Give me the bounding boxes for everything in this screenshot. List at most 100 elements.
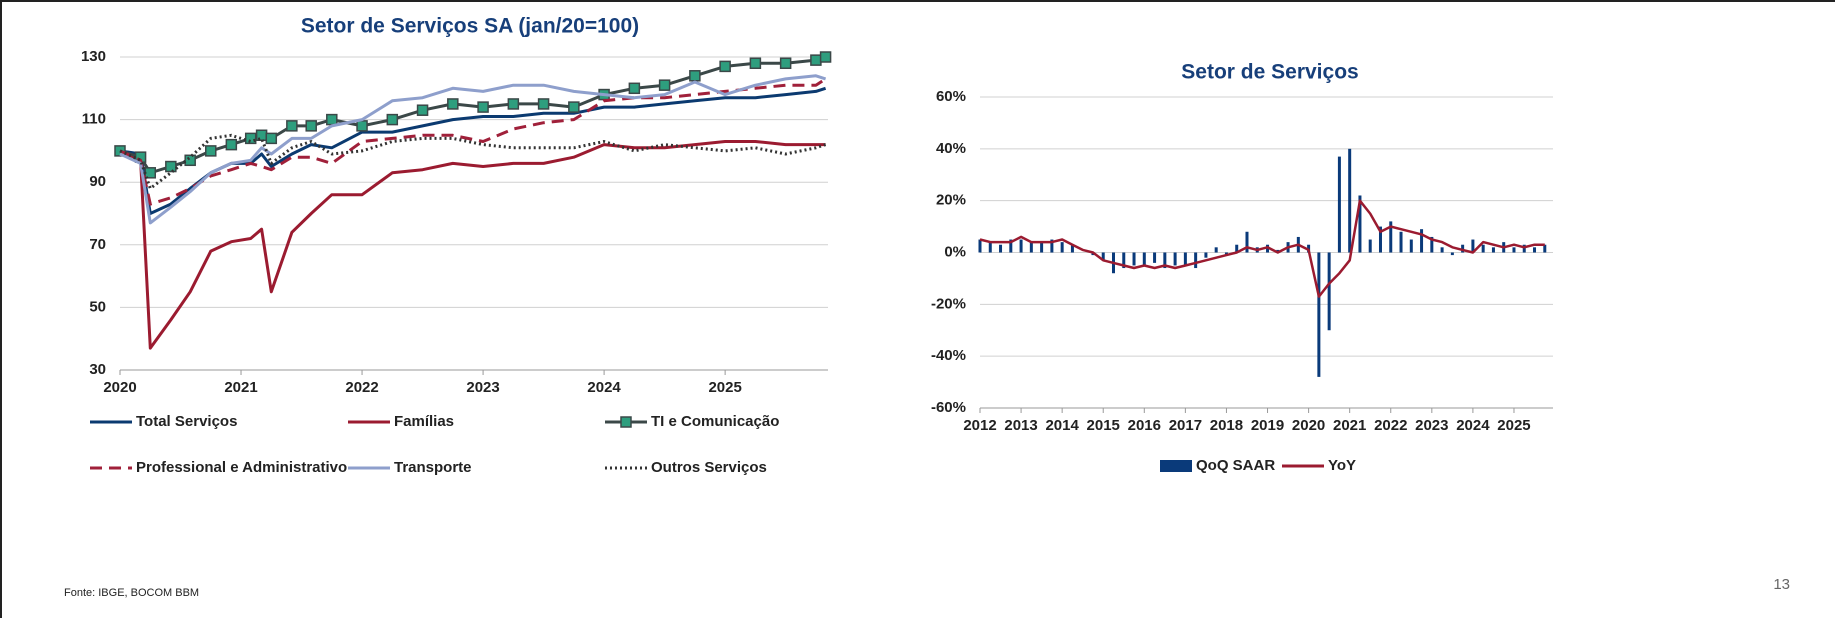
- bar: [1430, 236, 1434, 253]
- series-line: [119, 133, 827, 190]
- bar: [1450, 252, 1454, 256]
- x-tick-label: 2021: [224, 379, 257, 396]
- series-marker: [184, 154, 196, 167]
- x-tick-label: 2023: [1415, 417, 1448, 434]
- y-tick-label: 130: [81, 48, 106, 65]
- bar: [1471, 239, 1475, 253]
- series-marker: [386, 113, 399, 126]
- x-tick-label: 2014: [1045, 417, 1079, 434]
- bar: [1337, 156, 1341, 253]
- series-marker: [628, 82, 641, 95]
- x-tick-label: 2020: [103, 379, 136, 396]
- x-tick-label: 2023: [466, 379, 499, 396]
- series-marker: [416, 104, 429, 116]
- series-marker: [779, 57, 792, 70]
- bar: [1122, 252, 1126, 269]
- series-marker: [568, 101, 580, 113]
- series-marker: [225, 138, 238, 151]
- bar: [1399, 231, 1403, 253]
- legend-label: TI e Comunicação: [651, 413, 779, 430]
- legend-swatch: [1160, 460, 1192, 472]
- legend-label: Famílias: [394, 413, 454, 430]
- legend-label: Professional e Administrativo: [136, 459, 347, 476]
- y-tick-label: 50: [89, 298, 106, 315]
- bar: [1173, 252, 1177, 266]
- x-tick-label: 2021: [1333, 417, 1366, 434]
- page-number: 13: [1773, 576, 1790, 593]
- bar: [1409, 239, 1413, 253]
- legend-label: Outros Serviços: [651, 459, 767, 476]
- x-tick-label: 2013: [1004, 417, 1037, 434]
- bar: [988, 242, 992, 253]
- series-marker: [719, 60, 731, 73]
- bar: [1235, 244, 1239, 253]
- bar: [1029, 242, 1033, 253]
- y-tick-label: 0%: [944, 243, 966, 260]
- x-tick-label: 2015: [1087, 417, 1120, 434]
- series-marker: [265, 132, 278, 145]
- series-marker: [165, 160, 177, 173]
- bar: [1358, 195, 1362, 253]
- x-tick-label: 2024: [587, 379, 621, 396]
- series-marker: [477, 101, 489, 113]
- x-tick-label: 2025: [708, 379, 741, 396]
- bar: [1245, 231, 1249, 253]
- bar: [1224, 252, 1228, 256]
- x-tick-label: 2017: [1169, 417, 1202, 434]
- y-tick-label: -60%: [931, 399, 966, 416]
- bar: [1522, 244, 1526, 253]
- series-line: [119, 140, 826, 350]
- series-marker: [810, 54, 822, 66]
- legend-marker: [620, 416, 632, 428]
- x-tick-label: 2025: [1497, 417, 1530, 434]
- series-marker: [819, 51, 832, 63]
- bar: [1512, 247, 1516, 253]
- y-tick-label: 20%: [936, 192, 966, 209]
- x-tick-label: 2016: [1128, 417, 1161, 434]
- y-tick-label: 110: [82, 111, 106, 128]
- bar: [1389, 221, 1393, 253]
- bar: [1194, 252, 1198, 269]
- bar: [1461, 244, 1465, 253]
- bar: [1440, 247, 1444, 253]
- series-line: [119, 74, 827, 225]
- bar: [999, 244, 1003, 253]
- legend-label: Total Serviços: [136, 413, 237, 430]
- chart-title: Setor de Serviços: [1181, 61, 1358, 84]
- y-tick-label: 90: [89, 173, 106, 190]
- bar: [1163, 252, 1167, 269]
- y-tick-label: 60%: [936, 88, 966, 105]
- bar: [1348, 148, 1352, 253]
- series-marker: [326, 113, 338, 126]
- chart-title: Setor de Serviços SA (jan/20=100): [301, 15, 639, 38]
- bar: [1204, 252, 1208, 258]
- series-marker: [658, 79, 671, 91]
- bar: [1183, 252, 1187, 266]
- series-marker: [689, 70, 701, 82]
- bar: [1378, 226, 1382, 253]
- bar: [1009, 239, 1013, 253]
- y-tick-label: -40%: [931, 347, 966, 364]
- bar: [1142, 252, 1146, 266]
- y-tick-label: 30: [89, 361, 106, 378]
- bar: [1327, 252, 1331, 331]
- bar: [1070, 244, 1074, 253]
- legend-label: YoY: [1328, 457, 1356, 474]
- series-marker: [507, 98, 520, 110]
- bar: [1420, 229, 1424, 253]
- bar: [1491, 247, 1495, 253]
- x-tick-label: 2012: [963, 417, 996, 434]
- series-line: [979, 199, 1545, 298]
- legend-label: Transporte: [394, 459, 472, 476]
- bar: [1317, 252, 1321, 377]
- bar: [1040, 242, 1044, 253]
- bar: [1481, 244, 1485, 253]
- bar: [1050, 239, 1054, 253]
- series-marker: [749, 57, 762, 70]
- y-tick-label: 40%: [936, 140, 966, 157]
- bar: [978, 239, 982, 253]
- y-tick-label: -20%: [931, 295, 966, 312]
- bar: [1533, 247, 1537, 253]
- bar: [1060, 242, 1064, 253]
